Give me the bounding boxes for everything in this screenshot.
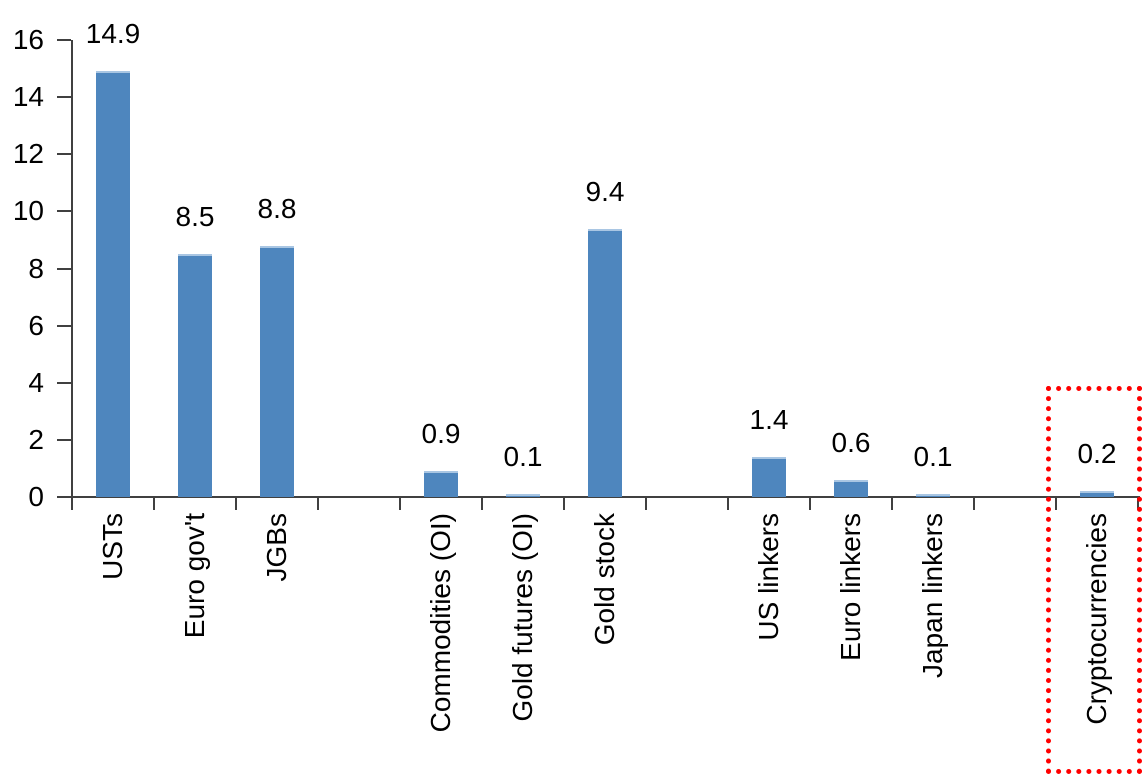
x-axis-category-label: US linkers: [753, 513, 784, 641]
y-axis-tick-label: 8: [28, 252, 44, 284]
x-axis-tick: [153, 497, 155, 510]
x-axis-category-label: Gold futures (OI): [507, 513, 538, 722]
y-axis-tick-label: 6: [28, 309, 44, 341]
x-axis-category-label: JGBs: [261, 513, 292, 582]
y-axis-tick: [57, 438, 71, 441]
bar-value-label: 0.2: [1077, 438, 1117, 469]
bar-value-label: 8.5: [175, 201, 215, 232]
y-axis-tick-label: 10: [12, 195, 44, 227]
bar: [178, 254, 212, 497]
x-axis-tick: [1055, 497, 1057, 510]
bar-value-label: 0.6: [831, 427, 871, 458]
x-axis-category-label: Gold stock: [589, 513, 620, 646]
bar-value-label: 1.4: [749, 404, 789, 435]
bar: [834, 480, 868, 497]
x-axis-tick: [399, 497, 401, 510]
y-axis-tick: [57, 381, 71, 384]
x-axis-tick: [891, 497, 893, 510]
bar-value-label: 0.1: [503, 441, 543, 472]
x-axis-tick: [645, 497, 647, 510]
y-axis-tick: [57, 153, 71, 156]
y-axis-tick: [57, 96, 71, 99]
x-axis-line: [71, 496, 1140, 498]
bar: [1080, 491, 1114, 497]
y-axis-tick: [57, 39, 71, 41]
x-axis-tick: [71, 497, 73, 510]
y-axis-line: [71, 40, 73, 498]
x-axis-tick: [481, 497, 483, 510]
x-axis-category-label: Commodities (OI): [425, 513, 456, 733]
y-axis-tick-label: 4: [28, 366, 44, 398]
bar: [424, 471, 458, 497]
bar: [506, 494, 540, 497]
bar: [96, 71, 130, 497]
x-axis-category-label: Japan linkers: [917, 513, 948, 678]
bar: [260, 246, 294, 497]
x-axis-category-label: Euro linkers: [835, 513, 866, 661]
y-axis-tick: [57, 210, 71, 213]
bar-value-label: 9.4: [585, 176, 625, 207]
bar-value-label: 0.9: [421, 418, 461, 449]
y-axis-tick-label: 14: [12, 81, 44, 113]
highlight-box: [1046, 386, 1142, 774]
y-axis-tick: [57, 324, 71, 327]
x-axis-tick: [973, 497, 975, 510]
x-axis-tick: [317, 497, 319, 510]
bar-value-label: 0.1: [913, 441, 953, 472]
x-axis-category-label: USTs: [97, 513, 128, 580]
x-axis-category-label: Euro gov't: [179, 513, 210, 639]
bar: [588, 229, 622, 497]
y-axis-tick: [57, 496, 71, 498]
x-axis-tick: [563, 497, 565, 510]
x-axis-tick: [235, 497, 237, 510]
bar: [752, 457, 786, 497]
bar-value-label: 14.9: [85, 18, 141, 49]
x-axis-tick: [727, 497, 729, 510]
y-axis-tick-label: 12: [12, 138, 44, 170]
y-axis-tick-label: 16: [12, 24, 44, 55]
bar: [916, 494, 950, 497]
y-axis-tick-label: 0: [28, 481, 44, 512]
y-axis-tick: [57, 267, 71, 270]
y-axis-tick-label: 2: [28, 423, 44, 455]
bar-value-label: 8.8: [257, 193, 297, 224]
x-axis-tick: [809, 497, 811, 510]
